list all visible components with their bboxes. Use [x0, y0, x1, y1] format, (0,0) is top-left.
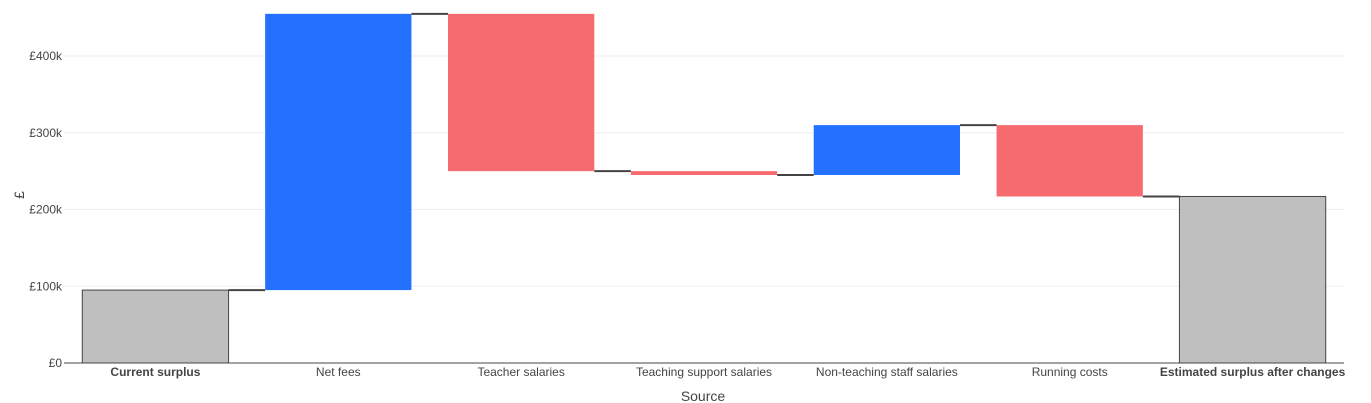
y-axis-title: £	[11, 191, 27, 199]
y-tick-label: £300k	[29, 126, 63, 140]
bar-estimated-surplus-after-changes	[1178, 195, 1327, 364]
bar-running-costs	[996, 125, 1143, 197]
x-tick-label: Teacher salaries	[477, 365, 564, 379]
x-tick-label: Estimated surplus after changes	[1160, 365, 1346, 379]
y-tick-label: £0	[49, 356, 63, 370]
bars	[81, 13, 1327, 364]
y-tick-label: £100k	[29, 279, 63, 293]
bar-net-fees	[265, 13, 412, 291]
x-tick-label: Non-teaching staff salaries	[816, 365, 958, 379]
bar-current-surplus	[81, 289, 230, 364]
x-tick-label: Net fees	[316, 365, 361, 379]
y-axis-ticks: £0 £100k £200k £300k £400k	[29, 49, 63, 370]
y-tick-label: £200k	[29, 203, 63, 217]
x-tick-label: Teaching support salaries	[636, 365, 772, 379]
bar-teacher-salaries	[448, 13, 595, 172]
y-tick-label: £400k	[29, 49, 63, 63]
bar-teaching-support-salaries	[630, 171, 778, 175]
x-axis-title: Source	[681, 388, 726, 403]
bar-non-teaching-staff-salaries	[813, 125, 960, 175]
gridlines	[64, 55, 1344, 287]
x-axis-ticks: Current surplus Net fees Teacher salaries T…	[110, 365, 1345, 379]
x-tick-label: Current surplus	[110, 365, 200, 379]
x-tick-label: Running costs	[1032, 365, 1108, 379]
connectors	[228, 12, 1180, 292]
